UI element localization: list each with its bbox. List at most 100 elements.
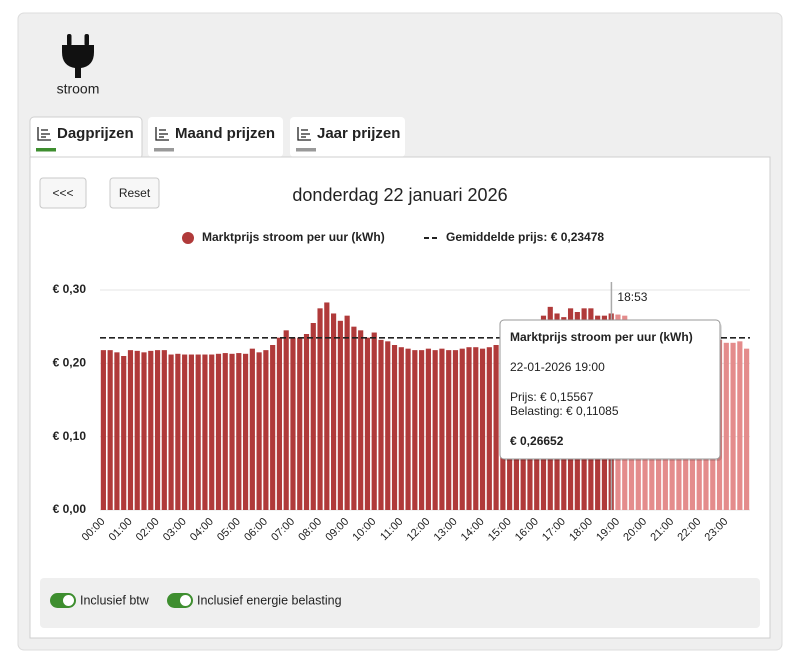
chart-title: donderdag 22 januari 2026 [292,185,507,205]
tooltip [499,319,721,460]
bar [188,354,194,510]
y-tick-label: € 0,20 [53,356,87,370]
plug-icon [62,34,94,78]
y-tick-label: € 0,10 [53,429,87,443]
bar [425,348,431,510]
bar [412,350,418,510]
y-tick-label: € 0,30 [53,282,87,296]
bar [446,350,452,510]
button-label: <<< [52,186,73,200]
bar [215,353,222,510]
tab-underline [36,148,56,152]
tab-underline [154,148,174,152]
tooltip-price: Prijs: € 0,15567 [510,390,594,404]
bar [134,350,140,510]
app-label: stroom [57,81,100,97]
toggles: Inclusief btw Inclusief energie belasting [50,593,342,608]
bar [358,330,364,510]
buttons: <<< Reset [39,177,160,209]
bar [493,345,499,510]
bar [419,350,425,510]
bar [378,339,384,510]
toggle-label: Inclusief btw [80,593,150,607]
bar [121,356,127,510]
chart: Marktprijs stroom per uur (kWh) Gemiddeld… [53,230,750,544]
bar [385,341,391,510]
tab-icon [37,127,51,141]
bar [351,326,357,510]
button[interactable] [39,177,87,209]
tab-label: Dagprijzen [57,125,134,142]
bar [405,348,411,510]
button[interactable] [109,177,160,209]
bar [175,353,181,510]
bar [290,337,296,510]
bar [391,345,398,510]
bar [303,334,310,510]
bar [317,308,323,510]
bar [114,352,120,510]
footer [40,578,760,628]
bar [310,323,316,510]
bar [182,354,188,510]
bar [249,348,255,510]
toggle-label: Inclusief energie belasting [197,593,342,607]
bar [398,347,404,510]
bar [466,347,472,510]
bar [168,354,174,510]
bar [452,350,459,510]
toggle-knob [180,595,191,606]
bar [439,348,445,510]
tab-icon [155,127,169,141]
bar [276,337,283,510]
legend-label: Marktprijs stroom per uur (kWh) [202,230,385,244]
bar [473,347,479,510]
bar [154,350,161,510]
tooltip-total: € 0,26652 [510,434,564,448]
now-label: 18:53 [617,290,647,304]
tab[interactable] [290,117,405,157]
bar [236,353,242,510]
bar [283,330,289,510]
bar [100,350,106,510]
bar [229,353,235,510]
bar [127,350,134,510]
legend-marker [182,232,194,244]
bar [337,320,343,510]
bar [148,350,154,510]
bar [256,352,262,510]
bar [141,352,147,510]
bar [479,348,486,510]
bar [737,341,743,510]
bar [432,350,438,510]
tab-label: Maand prijzen [175,125,275,142]
tooltip-title: Marktprijs stroom per uur (kWh) [510,330,693,344]
legend-label: Gemiddelde prijs: € 0,23478 [446,230,604,244]
tooltip-tax: Belasting: € 0,11085 [510,404,619,418]
bar [161,350,167,510]
bar [371,332,377,510]
bar [344,315,350,510]
bar [723,342,729,510]
tab-label: Jaar prijzen [317,125,400,142]
toggle-knob [63,595,74,606]
tooltip-date: 22-01-2026 19:00 [510,360,605,374]
bar [270,345,276,510]
bar [364,337,371,510]
button-label: Reset [119,186,151,200]
bar [297,337,303,510]
bar [222,353,228,510]
tab[interactable] [148,117,283,157]
bar [730,342,736,510]
bar [263,350,269,510]
tab-icon [297,127,311,141]
tab-underline [296,148,316,152]
y-tick-label: € 0,00 [53,502,87,516]
bar [459,348,465,510]
bar [242,353,249,510]
bar [331,313,337,510]
bar [744,348,750,510]
bar [209,354,215,510]
bar [107,350,113,510]
